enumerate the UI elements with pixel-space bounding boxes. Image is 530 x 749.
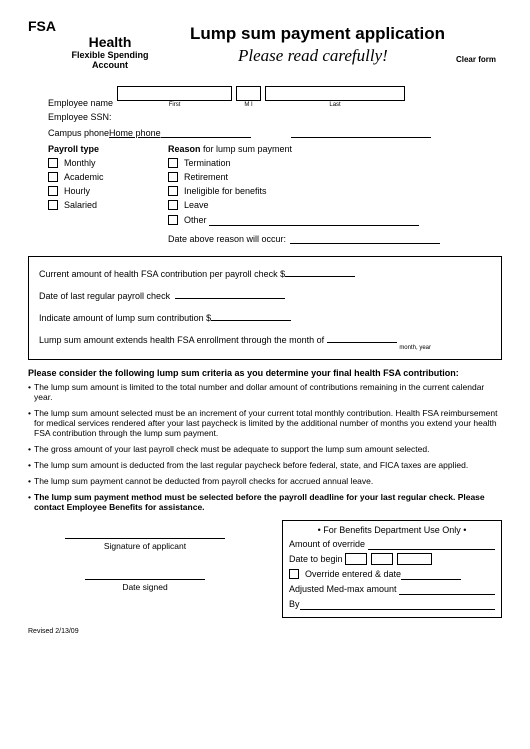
phone-row: Campus phone Home phone bbox=[48, 126, 502, 138]
override-date-input[interactable] bbox=[401, 568, 461, 580]
header: FSA Health Flexible Spending Account Lum… bbox=[28, 18, 502, 86]
date-signed: Date signed bbox=[85, 579, 205, 592]
payroll-title: Payroll type bbox=[48, 144, 168, 154]
health-sub2: Account bbox=[60, 60, 160, 70]
other-label: Other bbox=[184, 215, 207, 225]
termination-checkbox[interactable] bbox=[168, 158, 178, 168]
date-occur-label: Date above reason will occur: bbox=[168, 234, 286, 244]
box-row-4: Lump sum amount extends health FSA enrol… bbox=[39, 331, 491, 351]
ssn-row: Employee SSN: bbox=[48, 112, 502, 122]
salaried-label: Salaried bbox=[64, 200, 97, 210]
monthly-label: Monthly bbox=[64, 158, 96, 168]
criteria-title: Please consider the following lump sum c… bbox=[28, 368, 502, 378]
cursive-subtitle: Please read carefully! bbox=[238, 46, 388, 66]
date-begin-box1[interactable] bbox=[345, 553, 367, 565]
date-begin-box3[interactable] bbox=[397, 553, 432, 565]
signature-applicant: Signature of applicant bbox=[65, 538, 225, 551]
employee-name-label: Employee name bbox=[48, 98, 113, 108]
medmax-input[interactable] bbox=[399, 583, 495, 595]
phone-input-2[interactable] bbox=[291, 126, 431, 138]
other-checkbox[interactable] bbox=[168, 215, 178, 225]
health-title: Health bbox=[60, 34, 160, 50]
form-page: FSA Health Flexible Spending Account Lum… bbox=[0, 0, 530, 749]
criteria-item-1: The lump sum amount is limited to the to… bbox=[28, 382, 502, 402]
home-phone-input[interactable] bbox=[161, 126, 251, 138]
box-row-1: Current amount of health FSA contributio… bbox=[39, 265, 491, 279]
dept-box: • For Benefits Department Use Only • Amo… bbox=[282, 520, 502, 618]
criteria-item-5: The lump sum payment cannot be deducted … bbox=[28, 476, 502, 486]
ssn-label: Employee SSN: bbox=[48, 112, 112, 122]
academic-label: Academic bbox=[64, 172, 104, 182]
dept-title: • For Benefits Department Use Only • bbox=[289, 525, 495, 535]
academic-checkbox[interactable] bbox=[48, 172, 58, 182]
reason-column: Reason for lump sum payment Termination … bbox=[168, 144, 440, 248]
date-occur-input[interactable] bbox=[290, 232, 440, 244]
mi-input[interactable] bbox=[236, 86, 261, 101]
leave-label: Leave bbox=[184, 200, 209, 210]
by-input[interactable] bbox=[300, 598, 495, 610]
hourly-label: Hourly bbox=[64, 186, 90, 196]
signature-column: Signature of applicant Date signed bbox=[28, 520, 282, 618]
month-year-sublabel: month, year bbox=[39, 345, 491, 351]
criteria-item-3: The gross amount of your last payroll ch… bbox=[28, 444, 502, 454]
by-label: By bbox=[289, 599, 300, 609]
health-block: Health Flexible Spending Account bbox=[60, 34, 160, 70]
payroll-column: Payroll type Monthly Academic Hourly Sal… bbox=[48, 144, 168, 248]
leave-checkbox[interactable] bbox=[168, 200, 178, 210]
first-name-input[interactable] bbox=[117, 86, 232, 101]
bottom-section: Signature of applicant Date signed • For… bbox=[28, 520, 502, 618]
first-sublabel: First bbox=[169, 102, 181, 108]
termination-label: Termination bbox=[184, 158, 231, 168]
medmax-label: Adjusted Med-max amount bbox=[289, 584, 397, 594]
contribution-box: Current amount of health FSA contributio… bbox=[28, 256, 502, 360]
criteria-item-6: The lump sum payment method must be sele… bbox=[28, 492, 502, 512]
last-check-date-input[interactable] bbox=[175, 287, 285, 299]
revised-label: Revised 2/13/09 bbox=[28, 628, 502, 635]
box-row-3: Indicate amount of lump sum contribution… bbox=[39, 309, 491, 323]
date-begin-box2[interactable] bbox=[371, 553, 393, 565]
options-section: Payroll type Monthly Academic Hourly Sal… bbox=[48, 144, 502, 248]
override-entered-label: Override entered & date bbox=[305, 569, 401, 579]
clear-form-button[interactable]: Clear form bbox=[450, 54, 502, 65]
ineligible-checkbox[interactable] bbox=[168, 186, 178, 196]
retirement-checkbox[interactable] bbox=[168, 172, 178, 182]
lump-amount-input[interactable] bbox=[211, 309, 291, 321]
health-sub1: Flexible Spending bbox=[60, 50, 160, 60]
last-sublabel: Last bbox=[329, 102, 340, 108]
override-label: Amount of override bbox=[289, 539, 365, 549]
last-name-input[interactable] bbox=[265, 86, 405, 101]
reason-title: Reason for lump sum payment bbox=[168, 144, 440, 154]
box-row-2: Date of last regular payroll check bbox=[39, 287, 491, 301]
retirement-label: Retirement bbox=[184, 172, 228, 182]
campus-phone-label: Campus phone bbox=[48, 128, 109, 138]
month-input[interactable] bbox=[327, 331, 397, 343]
criteria-item-4: The lump sum amount is deducted from the… bbox=[28, 460, 502, 470]
override-entered-checkbox[interactable] bbox=[289, 569, 299, 579]
mi-sublabel: M I bbox=[244, 102, 252, 108]
main-title: Lump sum payment application bbox=[190, 24, 445, 44]
criteria-list: The lump sum amount is limited to the to… bbox=[28, 382, 502, 512]
override-input[interactable] bbox=[368, 538, 495, 550]
criteria-item-2: The lump sum amount selected must be an … bbox=[28, 408, 502, 438]
hourly-checkbox[interactable] bbox=[48, 186, 58, 196]
home-phone-label: Home phone bbox=[109, 128, 161, 138]
salaried-checkbox[interactable] bbox=[48, 200, 58, 210]
ineligible-label: Ineligible for benefits bbox=[184, 186, 267, 196]
current-amount-input[interactable] bbox=[285, 265, 355, 277]
other-input[interactable] bbox=[209, 214, 419, 226]
monthly-checkbox[interactable] bbox=[48, 158, 58, 168]
date-begin-label: Date to begin bbox=[289, 554, 343, 564]
employee-name-row: Employee name First M I Last bbox=[48, 86, 502, 108]
